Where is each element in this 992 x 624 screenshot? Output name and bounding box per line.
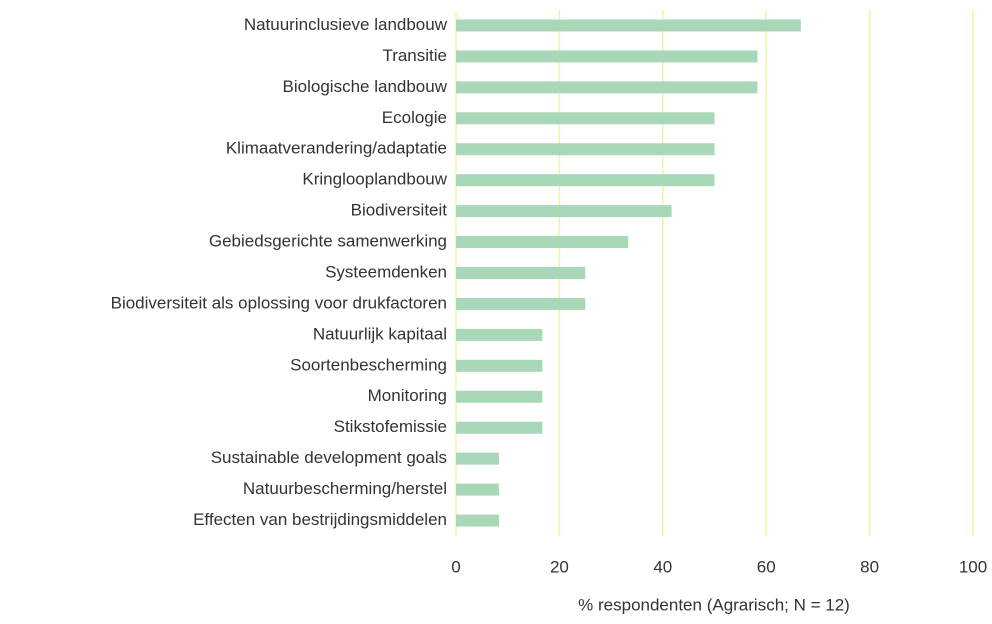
y-tick-label: Klimaatverandering/adaptatie bbox=[226, 139, 447, 158]
y-tick-label: Monitoring bbox=[368, 386, 447, 405]
bar bbox=[456, 267, 586, 279]
bar bbox=[456, 236, 629, 249]
bar bbox=[456, 205, 672, 218]
bar bbox=[456, 359, 543, 372]
bar bbox=[456, 81, 758, 94]
bar bbox=[456, 112, 715, 125]
bar bbox=[456, 143, 715, 156]
bar bbox=[456, 452, 499, 465]
bar bbox=[456, 514, 499, 527]
y-tick-label: Effecten van bestrijdingsmiddelen bbox=[193, 510, 447, 529]
bar bbox=[456, 19, 801, 32]
x-axis-label: % respondenten (Agrarisch; N = 12) bbox=[578, 595, 850, 614]
y-tick-label: Biologische landbouw bbox=[283, 77, 448, 96]
x-tick-label: 40 bbox=[653, 557, 672, 576]
y-tick-label: Kringlooplandbouw bbox=[302, 170, 447, 189]
bar bbox=[456, 421, 543, 434]
y-tick-label: Sustainable development goals bbox=[211, 448, 447, 467]
y-tick-label: Biodiversiteit bbox=[351, 201, 448, 220]
x-tick-label: 20 bbox=[550, 557, 569, 576]
y-tick-label: Natuurinclusieve landbouw bbox=[244, 15, 448, 34]
x-tick-label: 100 bbox=[959, 557, 987, 576]
y-tick-label: Systeemdenken bbox=[325, 262, 447, 281]
bar bbox=[456, 328, 543, 341]
bar bbox=[456, 297, 586, 310]
bar bbox=[456, 483, 499, 496]
y-tick-label: Stikstofemissie bbox=[334, 417, 447, 436]
x-tick-label: 60 bbox=[757, 557, 776, 576]
x-tick-label: 0 bbox=[451, 557, 460, 576]
y-tick-label: Transitie bbox=[382, 46, 447, 65]
y-tick-label: Soortenbescherming bbox=[290, 355, 447, 374]
y-tick-label: Natuurlijk kapitaal bbox=[313, 324, 447, 343]
bar bbox=[456, 390, 543, 403]
x-tick-label: 80 bbox=[860, 557, 879, 576]
bar bbox=[456, 50, 758, 63]
y-tick-label: Ecologie bbox=[382, 108, 447, 127]
bar bbox=[456, 174, 715, 187]
y-tick-label: Natuurbescherming/herstel bbox=[243, 479, 447, 498]
y-tick-label: Gebiedsgerichte samenwerking bbox=[209, 232, 447, 251]
y-tick-label: Biodiversiteit als oplossing voor drukfa… bbox=[111, 293, 447, 312]
